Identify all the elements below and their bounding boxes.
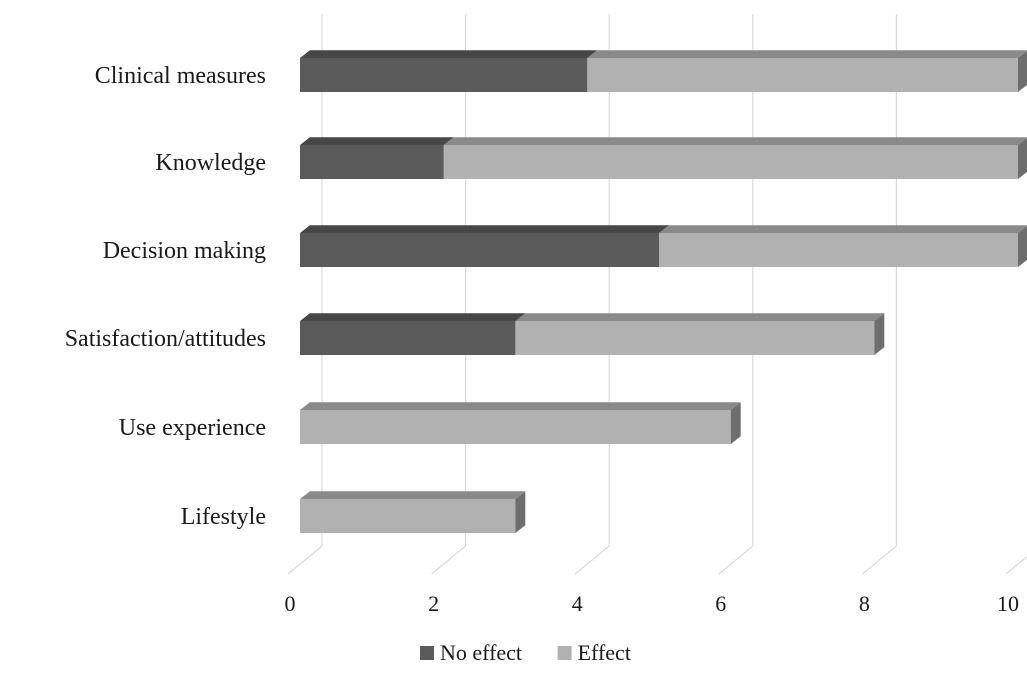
floor-gridline-0 [287, 545, 323, 575]
x-axis-ticks: 0 2 4 6 8 10 [285, 591, 1020, 616]
x-tick-label: 10 [997, 591, 1019, 616]
floor-gridline-5 [1005, 555, 1027, 575]
floor-gridline-4 [862, 545, 897, 575]
legend: No effect Effect [420, 640, 631, 665]
bars [300, 50, 1027, 533]
floor-gridline-1 [431, 545, 466, 575]
x-tick-label: 6 [715, 591, 726, 616]
bar-decision-making-no-effect [300, 225, 669, 267]
bar-decision-making-effect [659, 225, 1027, 267]
bar-clinical-measures-effect [587, 50, 1027, 92]
legend-item-effect: Effect [557, 640, 631, 665]
bar-lifestyle-effect [300, 491, 526, 533]
legend-label: Effect [578, 640, 631, 665]
category-label: Use experience [119, 415, 266, 441]
bar-clinical-measures-no-effect [300, 50, 598, 92]
category-labels: Clinical measures Knowledge Decision makin… [65, 63, 266, 530]
category-label: Knowledge [155, 150, 266, 176]
legend-label: No effect [440, 640, 522, 665]
floor-gridline-3 [718, 545, 754, 575]
legend-swatch [557, 646, 572, 660]
x-tick-label: 0 [285, 591, 296, 616]
bar-knowledge-no-effect [300, 137, 454, 179]
category-label: Satisfaction/attitudes [65, 326, 266, 352]
legend-swatch [420, 646, 434, 660]
x-tick-label: 4 [572, 591, 583, 616]
floor-gridline-2 [574, 545, 610, 575]
legend-item-no-effect: No effect [420, 640, 522, 665]
x-tick-label: 2 [428, 591, 439, 616]
category-label: Decision making [103, 238, 266, 264]
gridlines [287, 14, 1027, 575]
category-label: Clinical measures [95, 63, 266, 89]
category-label: Lifestyle [181, 504, 266, 530]
bar-use-experience-effect [300, 402, 741, 444]
x-tick-label: 8 [859, 591, 870, 616]
bar-knowledge-effect [443, 137, 1027, 179]
bar-satisfaction-attitudes-no-effect [300, 313, 526, 355]
bar-satisfaction-attitudes-effect [515, 313, 885, 355]
